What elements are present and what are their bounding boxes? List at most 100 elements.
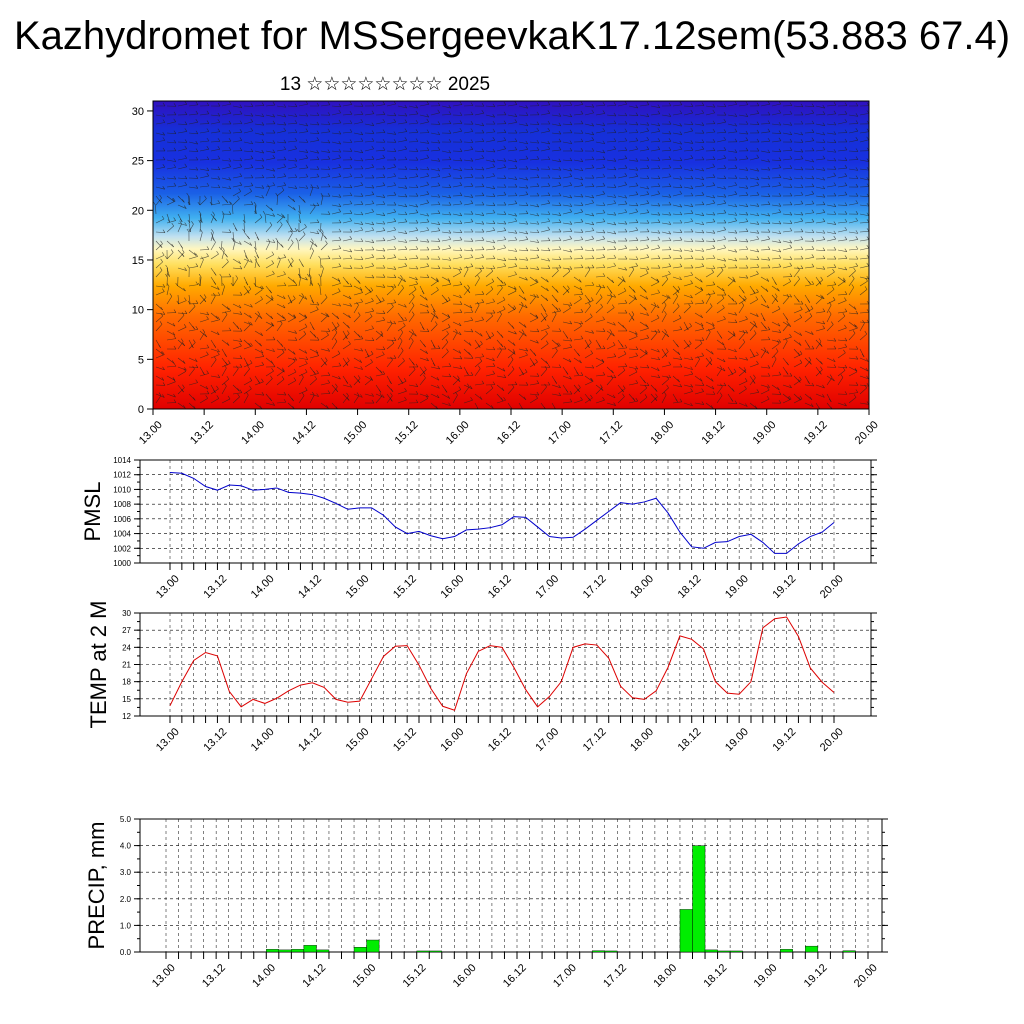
wind-barb-flag: [690, 271, 694, 276]
wind-barb-flag: [580, 208, 584, 213]
wind-barb: [485, 139, 495, 143]
wind-barb-flag: [404, 256, 408, 260]
wind-barb-flag: [668, 221, 672, 225]
wind-barb: [430, 230, 440, 233]
wind-barb-flag: [455, 328, 458, 333]
wind-barb-flag: [734, 230, 738, 234]
wind-barb: [738, 298, 747, 305]
wind-barb-flag: [545, 360, 549, 365]
wind-barb: [463, 249, 473, 252]
wind-barb: [375, 300, 385, 305]
wind-barb: [342, 176, 352, 179]
wind-barb-flag: [437, 245, 441, 250]
wind-barb-flag: [371, 145, 374, 150]
wind-barb-flag: [558, 228, 562, 233]
wind-barb-flag: [249, 359, 253, 364]
wind-barb: [199, 373, 209, 377]
wind-barb-flag: [701, 139, 705, 143]
wind-barb-flag: [851, 275, 855, 279]
wind-barb-flag: [855, 255, 859, 260]
wind-barb: [760, 159, 770, 163]
wind-barb-flag: [448, 236, 452, 240]
wind-barb-flag: [459, 127, 463, 132]
wind-barb-flag: [337, 350, 341, 354]
wind-barb-flag: [723, 382, 727, 386]
wind-barb-flag: [448, 130, 452, 134]
wind-barb-flag: [459, 192, 463, 196]
wind-barb: [628, 211, 638, 215]
wind-barb: [672, 132, 682, 135]
wind-barb-flag: [690, 192, 694, 197]
wind-barb: [485, 348, 495, 351]
wind-barb: [804, 330, 814, 335]
wind-barb: [848, 321, 857, 328]
wind-barb-flag: [261, 139, 265, 143]
pmsl-x-tick-label: 19.12: [770, 573, 798, 601]
wind-barb-flag: [844, 164, 848, 169]
wind-barb: [276, 166, 286, 170]
wind-barb: [452, 348, 462, 354]
pmsl-x-tick-label: 18.00: [628, 573, 656, 601]
wind-barb: [694, 185, 704, 188]
wind-barb: [430, 366, 440, 370]
wind-barb: [441, 231, 451, 234]
wind-barb: [859, 221, 869, 224]
temp-x-tick-label: 14.00: [249, 726, 277, 754]
wind-barb-flag: [788, 395, 792, 400]
wind-barb: [188, 294, 191, 304]
wind-barb-flag: [602, 102, 606, 106]
wind-barb: [650, 332, 658, 341]
wind-barb: [573, 374, 583, 377]
wind-barb-flag: [855, 310, 859, 315]
wind-barb: [188, 224, 194, 233]
wind-barb: [463, 384, 473, 390]
wind-barb-flag: [547, 199, 551, 204]
wind-barb-flag: [756, 389, 760, 393]
wind-barb: [518, 177, 528, 181]
wind-barb-flag: [711, 322, 715, 326]
wind-barb: [727, 402, 737, 405]
wind-barb-flag: [293, 206, 296, 211]
wind-barb: [507, 359, 514, 368]
wind-barb: [837, 249, 847, 252]
wind-barb: [221, 149, 231, 152]
wind-barb: [793, 213, 803, 216]
wind-barb-flag: [591, 131, 595, 135]
wind-barb-flag: [181, 312, 185, 316]
wind-barb: [595, 384, 604, 391]
wind-barb: [650, 149, 660, 152]
wind-barb-flag: [525, 104, 528, 109]
wind-barb: [507, 239, 517, 242]
wind-barb-flag: [657, 165, 661, 169]
wind-barb: [584, 202, 594, 206]
wind-barb-flag: [822, 122, 826, 126]
wind-barb-flag: [514, 183, 518, 188]
wind-barb-flag: [679, 276, 682, 280]
wind-barb-flag: [253, 246, 257, 251]
wind-barb-flag: [613, 246, 617, 250]
wind-barb-flag: [415, 280, 419, 285]
wind-barb-flag: [679, 219, 683, 224]
wind-barb: [232, 205, 234, 215]
wind-barb-flag: [492, 265, 496, 269]
wind-barb: [650, 330, 660, 333]
wind-barb: [386, 166, 396, 170]
wind-barb: [540, 294, 549, 302]
wind-barb: [397, 195, 407, 198]
wind-barb-flag: [436, 278, 439, 283]
wind-barb: [749, 363, 759, 368]
wind-barb-flag: [657, 348, 660, 353]
wind-barb-flag: [316, 166, 320, 170]
wind-barb: [562, 303, 572, 306]
wind-barb-flag: [833, 131, 837, 135]
wind-barb-flag: [745, 130, 749, 135]
wind-barb: [243, 249, 248, 259]
wind-barb-flag: [217, 200, 221, 204]
wind-barb: [749, 299, 758, 305]
wind-barb-flag: [800, 175, 804, 180]
wind-barb-flag: [184, 367, 187, 371]
wind-barb-flag: [819, 371, 822, 375]
wind-barb-flag: [311, 300, 314, 304]
wind-barb: [738, 370, 747, 377]
